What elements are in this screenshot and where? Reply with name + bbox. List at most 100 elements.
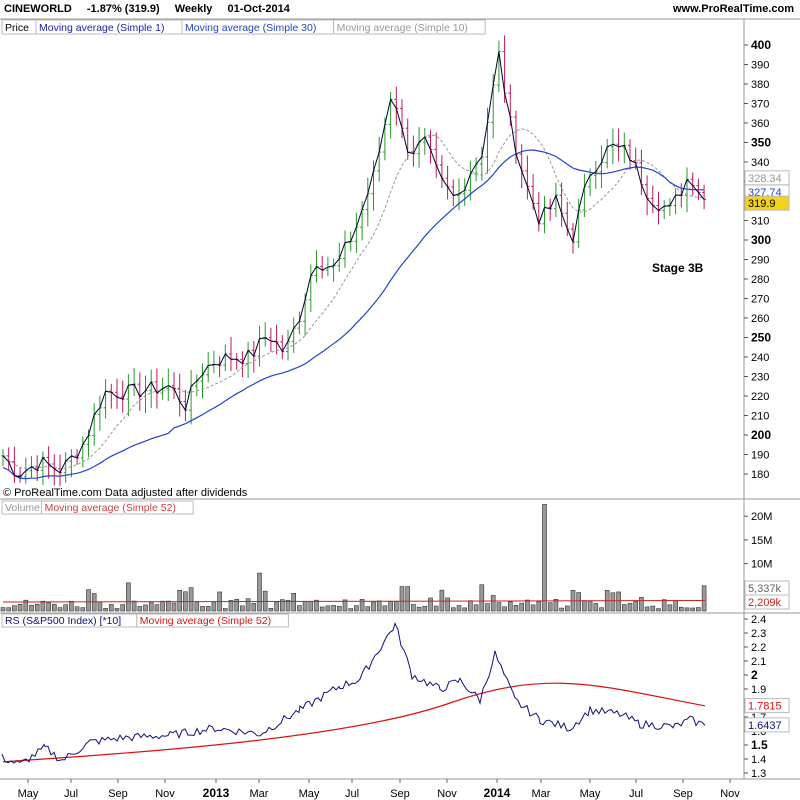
volume-bar bbox=[114, 608, 120, 612]
price-bar bbox=[667, 198, 672, 216]
price-bar bbox=[115, 378, 119, 409]
price-bar bbox=[291, 317, 296, 354]
volume-bar bbox=[485, 603, 490, 612]
volume-bar bbox=[354, 605, 359, 612]
volume-bar bbox=[673, 600, 678, 612]
price-legend-box bbox=[333, 19, 486, 35]
price-bar bbox=[189, 369, 194, 425]
volume-bar bbox=[12, 605, 17, 612]
volume-bar bbox=[616, 591, 621, 612]
rs-ytick-label: 2.1 bbox=[751, 656, 766, 668]
volume-bar bbox=[171, 602, 177, 612]
price-ytick-label: 270 bbox=[751, 294, 769, 306]
volume-bar bbox=[46, 602, 51, 612]
price-bar bbox=[132, 367, 137, 396]
volume-bar bbox=[696, 607, 701, 612]
price-bar bbox=[565, 201, 570, 236]
volume-bar bbox=[143, 604, 148, 612]
ma10-value-label: 328.34 bbox=[748, 173, 782, 185]
price-bar bbox=[234, 353, 239, 370]
volume-last-label: 5,337k bbox=[748, 583, 782, 595]
price-ytick-label: 280 bbox=[751, 274, 769, 286]
volume-bar bbox=[690, 607, 696, 612]
volume-bar bbox=[639, 597, 644, 612]
rs-ytick-label: 2 bbox=[751, 668, 758, 682]
price-ytick-label: 390 bbox=[751, 60, 769, 72]
volume-bar bbox=[279, 599, 285, 612]
volume-bar bbox=[450, 607, 456, 612]
volume-bar bbox=[365, 606, 371, 612]
price-bar bbox=[417, 127, 422, 168]
price-bar bbox=[331, 258, 336, 282]
price-bar bbox=[63, 452, 68, 483]
last-price-label-bg bbox=[744, 195, 790, 211]
rs-ytick-label: 1.5 bbox=[751, 738, 768, 752]
price-bar bbox=[194, 374, 199, 397]
volume-bar bbox=[34, 603, 40, 612]
volume-bar bbox=[29, 604, 34, 612]
price-bar bbox=[263, 322, 268, 347]
volume-bar bbox=[137, 606, 143, 612]
price-bar bbox=[86, 429, 91, 458]
price-ytick-label: 210 bbox=[751, 411, 769, 423]
price-legend-item: Moving average (Simple 1) bbox=[39, 22, 164, 34]
price-bar bbox=[633, 147, 638, 170]
volume-bar bbox=[359, 598, 365, 612]
volume-bar bbox=[240, 605, 245, 612]
price-bar bbox=[548, 198, 553, 221]
price-ytick-label: 310 bbox=[751, 216, 769, 228]
volume-bar bbox=[553, 599, 559, 612]
volume-bar bbox=[576, 592, 582, 612]
price-bar bbox=[445, 165, 450, 200]
price-legend-item: Moving average (Simple 10) bbox=[337, 22, 468, 34]
volume-bar bbox=[599, 607, 604, 612]
date-text: 01-Oct-2014 bbox=[227, 3, 290, 15]
volume-bar bbox=[587, 600, 593, 612]
rs-ytick-label: 2.3 bbox=[751, 628, 766, 640]
rs-legend bbox=[1, 613, 289, 628]
price-bar bbox=[92, 403, 97, 446]
xaxis-label: May bbox=[580, 788, 601, 800]
volume-bar bbox=[274, 601, 279, 612]
price-bar bbox=[365, 177, 370, 227]
volume-bar bbox=[148, 601, 154, 612]
price-ytick-label: 400 bbox=[751, 38, 771, 52]
price-bar bbox=[610, 128, 615, 165]
volume-ytick-label: 15M bbox=[751, 535, 772, 547]
price-bar bbox=[405, 118, 410, 160]
price-bar bbox=[485, 107, 490, 174]
volume-bar bbox=[120, 604, 125, 612]
price-ytick-label: 360 bbox=[751, 118, 769, 130]
volume-bar bbox=[166, 600, 171, 612]
xaxis-label: Mar bbox=[250, 788, 269, 800]
volume-bar bbox=[245, 598, 251, 612]
volume-bar bbox=[462, 607, 468, 612]
volume-bar bbox=[228, 600, 234, 612]
volume-bar bbox=[331, 605, 336, 612]
price-bar bbox=[525, 155, 530, 200]
volume-bar bbox=[109, 604, 114, 612]
volume-bar bbox=[399, 586, 405, 612]
price-bar bbox=[109, 383, 114, 409]
price-bar bbox=[616, 128, 621, 162]
volume-bar bbox=[103, 608, 108, 612]
volume-bar bbox=[126, 582, 131, 612]
price-bar bbox=[246, 341, 251, 379]
volume-bar bbox=[456, 605, 462, 612]
price-bar bbox=[280, 335, 285, 360]
volume-bar bbox=[621, 604, 627, 612]
volume-bar bbox=[17, 603, 23, 612]
volume-bar bbox=[376, 600, 382, 612]
volume-bar bbox=[667, 604, 673, 612]
volume-bar bbox=[382, 605, 388, 612]
price-bar bbox=[656, 191, 661, 225]
price-bar bbox=[217, 356, 222, 378]
xaxis-label: 2013 bbox=[203, 786, 230, 800]
volume-bar bbox=[502, 606, 507, 612]
volume-bar bbox=[393, 601, 399, 612]
site-link[interactable]: www.ProRealTime.com bbox=[672, 3, 794, 15]
price-bar bbox=[462, 178, 467, 206]
price-bar bbox=[354, 212, 359, 253]
rs-ytick-label: 2.4 bbox=[751, 614, 766, 626]
